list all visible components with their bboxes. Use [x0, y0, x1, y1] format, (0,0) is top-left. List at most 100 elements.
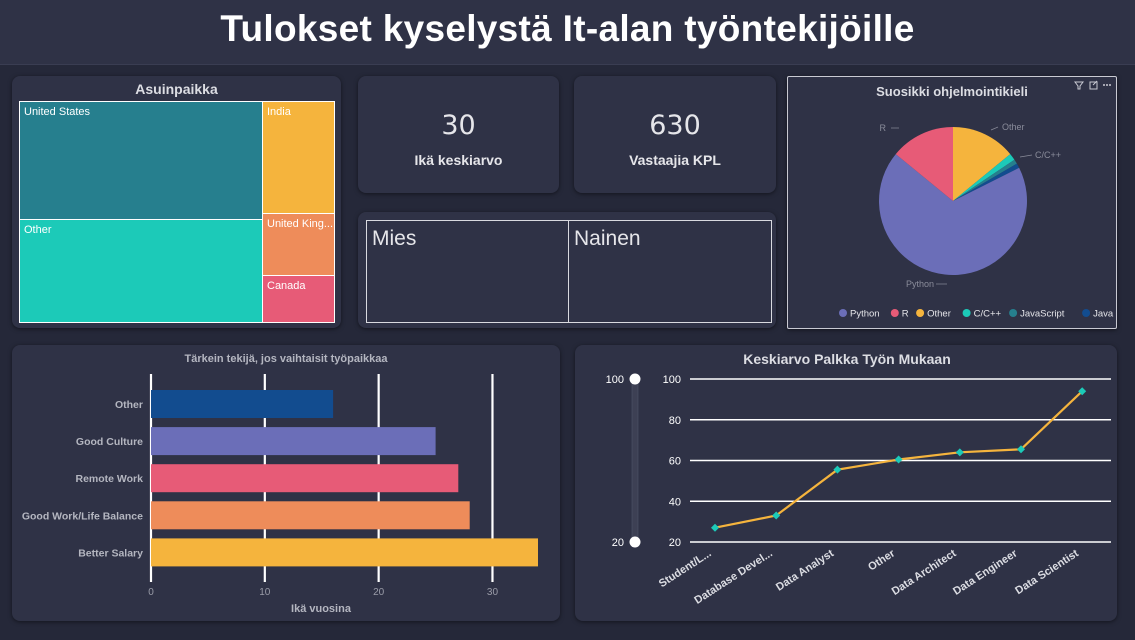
legend-label: JavaScript: [1020, 309, 1065, 320]
pie-slice-r[interactable]: [895, 127, 953, 201]
treemap-card: Asuinpaikka United States Other India Un…: [12, 76, 341, 328]
bar-x-tick: 20: [373, 587, 385, 598]
line-chart-card: Keskiarvo Palkka Työn Mukaan 100 20 20 40…: [575, 345, 1117, 621]
focus-mode-icon[interactable]: [1089, 80, 1098, 90]
line-chart-title: Keskiarvo Palkka Työn Mukaan: [743, 351, 951, 367]
slider-max-label: 100: [606, 374, 624, 386]
legend-swatch: [916, 309, 925, 317]
bar-chart-title: Tärkein tekijä, jos vaihtaisit työpaikka…: [185, 353, 389, 365]
line-y-tick: 60: [669, 456, 681, 468]
kpi-card-age: 30 Ikä keskiarvo: [358, 76, 559, 193]
gender-label-female: Nainen: [574, 227, 641, 250]
pie-card: Suosikki ohjelmointikieli R Other C/C++ …: [787, 76, 1117, 329]
legend-label: C/C++: [974, 309, 1002, 320]
bar-x-tick: 10: [259, 587, 271, 598]
legend-swatch: [1009, 309, 1018, 317]
bar-good-culture[interactable]: [151, 427, 436, 456]
line-point-data-scientist[interactable]: [1078, 387, 1087, 396]
bar-good-work-life-balance[interactable]: [151, 501, 470, 530]
legend-label: Other: [927, 309, 951, 320]
line-x-category: Data Engineer: [951, 547, 1020, 598]
line-point-student-l[interactable]: [711, 523, 719, 532]
gender-label-male: Mies: [372, 227, 417, 250]
legend-label: Java: [1093, 309, 1114, 320]
kpi-value: 30: [441, 110, 476, 141]
pie-chart: R Other C/C++ Python Python R Other C/C++ Ja…: [839, 122, 1114, 320]
line-y-tick: 40: [669, 496, 681, 508]
legend-item-r[interactable]: R: [890, 309, 909, 320]
bar-chart: Tärkein tekijä, jos vaihtaisit työpaikka…: [22, 353, 538, 615]
line-y-tick: 20: [669, 537, 681, 549]
treemap-cell-united-states[interactable]: United States: [19, 101, 263, 220]
legend-label: R: [902, 309, 909, 320]
y-range-slider[interactable]: 100 20: [606, 373, 641, 550]
legend-item-c-c[interactable]: C/C++: [962, 309, 1002, 320]
pie-slice-javascript[interactable]: [953, 159, 1017, 201]
kpi-value: 630: [649, 110, 701, 141]
bar-remote-work[interactable]: [151, 464, 459, 493]
slider-min-handle[interactable]: [629, 536, 641, 548]
bar-category-label: Better Salary: [78, 547, 143, 559]
bar-category-label: Good Work/Life Balance: [22, 510, 143, 522]
pie-slice-other[interactable]: [953, 127, 1011, 201]
treemap-title: Asuinpaikka: [135, 81, 218, 97]
header-bar: Tulokset kyselystä It-alan työntekijöill…: [0, 0, 1135, 65]
line-point-data-analyst[interactable]: [833, 465, 842, 474]
bar-other[interactable]: [151, 390, 334, 418]
line-x-category: Data Scientist: [1013, 547, 1081, 597]
legend-swatch: [1082, 309, 1091, 317]
treemap-label: Other: [24, 224, 52, 236]
legend-item-other[interactable]: Other: [916, 309, 951, 320]
kpi-label: Ikä keskiarvo: [414, 152, 503, 168]
pie-slice-java[interactable]: [953, 163, 1020, 201]
page-title: Tulokset kyselystä It-alan työntekijöill…: [220, 8, 915, 49]
treemap-cell-other[interactable]: Other: [19, 219, 263, 323]
more-options-icon[interactable]: [1103, 84, 1111, 86]
line-point-data-engineer[interactable]: [1017, 445, 1025, 454]
slice-label-cpp: C/C++: [1035, 150, 1061, 160]
treemap-label: United King...: [267, 218, 333, 230]
pie-title: Suosikki ohjelmointikieli: [876, 84, 1028, 99]
treemap-label: United States: [24, 106, 91, 118]
legend-swatch: [890, 309, 899, 317]
gender-card: Mies Nainen: [358, 212, 776, 328]
line-x-category: Other: [866, 547, 898, 573]
slider-max-handle[interactable]: [629, 373, 641, 385]
treemap-cell-united-kingdom[interactable]: United King...: [262, 213, 335, 276]
legend-item-java[interactable]: Java: [1082, 309, 1114, 320]
bar-chart-card: Tärkein tekijä, jos vaihtaisit työpaikka…: [12, 345, 560, 621]
slider-min-label: 20: [612, 537, 624, 549]
line-point-other[interactable]: [894, 455, 903, 464]
treemap-label: Canada: [267, 280, 306, 292]
legend-label: Python: [850, 309, 880, 320]
bar-x-tick: 0: [148, 587, 154, 598]
bar-category-label: Good Culture: [76, 436, 143, 448]
line-point-database-devel[interactable]: [772, 511, 781, 520]
bar-category-label: Other: [115, 399, 143, 411]
pie-slice-c-c[interactable]: [953, 154, 1015, 201]
legend-item-javascript[interactable]: JavaScript: [1009, 309, 1065, 320]
bar-better-salary[interactable]: [151, 538, 538, 567]
line-chart: Keskiarvo Palkka Työn Mukaan 100 20 20 40…: [606, 351, 1111, 607]
pie-slice-python[interactable]: [878, 154, 1027, 275]
gender-cell-female[interactable]: Nainen: [568, 220, 772, 323]
line-point-data-architect[interactable]: [955, 448, 964, 457]
filter-icon[interactable]: [1074, 81, 1084, 90]
pie-slice-labels: R Other C/C++ Python: [880, 122, 1062, 289]
treemap-cell-india[interactable]: India: [262, 101, 335, 214]
line-x-category: Student/L...: [657, 547, 714, 590]
line-x-category: Data Architect: [890, 547, 959, 598]
kpi-card-respondents: 630 Vastaajia KPL: [574, 76, 776, 193]
slice-label-r: R: [880, 123, 887, 133]
treemap-label: India: [267, 106, 291, 118]
legend-swatch: [962, 309, 971, 317]
bar-category-label: Remote Work: [76, 473, 144, 485]
pie-legend: Python R Other C/C++ JavaScript Java: [839, 309, 1114, 320]
legend-item-python[interactable]: Python: [839, 309, 880, 320]
gender-table: Mies Nainen: [366, 220, 772, 323]
treemap-cell-canada[interactable]: Canada: [262, 275, 335, 323]
gender-cell-male[interactable]: Mies: [366, 220, 569, 323]
slice-label-python: Python: [906, 279, 934, 289]
bar-x-tick: 30: [487, 587, 499, 598]
pie-header-icons: [1074, 80, 1111, 90]
